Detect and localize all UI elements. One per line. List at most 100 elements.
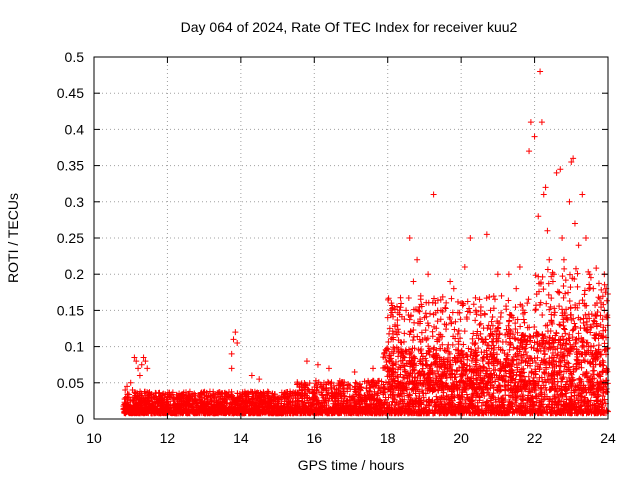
data-point: [417, 357, 424, 364]
data-point: [537, 68, 544, 75]
data-point: [464, 362, 471, 369]
data-point: [516, 378, 523, 385]
data-point: [322, 397, 329, 404]
data-point: [544, 403, 551, 410]
data-point: [483, 231, 490, 238]
data-point: [122, 394, 129, 401]
data-point: [593, 265, 600, 272]
data-point: [517, 410, 524, 417]
data-point: [487, 307, 494, 314]
data-point: [551, 395, 558, 402]
data-point: [485, 342, 492, 349]
data-point: [566, 297, 573, 304]
data-point: [557, 322, 564, 329]
data-point: [544, 322, 551, 329]
data-point: [397, 304, 404, 311]
data-point: [574, 270, 581, 277]
data-point: [515, 405, 522, 412]
data-point: [363, 385, 370, 392]
data-point: [459, 364, 466, 371]
data-point: [375, 389, 382, 396]
data-point: [553, 169, 560, 176]
data-point: [551, 309, 558, 316]
data-point: [581, 291, 588, 298]
data-point: [594, 393, 601, 400]
data-point: [381, 350, 388, 357]
data-point: [338, 400, 345, 407]
data-point: [603, 297, 610, 304]
data-point: [383, 358, 390, 365]
data-point: [383, 347, 390, 354]
data-point: [494, 271, 501, 278]
data-point: [587, 329, 594, 336]
data-point: [601, 340, 608, 347]
data-point: [577, 392, 584, 399]
data-point: [414, 256, 421, 263]
data-point: [578, 393, 585, 400]
data-point: [425, 402, 432, 409]
data-point: [454, 298, 461, 305]
data-point: [484, 325, 491, 332]
data-point: [492, 405, 499, 412]
data-point: [199, 391, 206, 398]
data-point: [566, 337, 573, 344]
data-point: [500, 404, 507, 411]
data-point: [515, 408, 522, 415]
data-point: [572, 366, 579, 373]
data-point: [546, 406, 553, 413]
data-point: [456, 399, 463, 406]
data-point: [540, 191, 547, 198]
data-point: [305, 400, 312, 407]
data-point: [513, 356, 520, 363]
data-point: [345, 381, 352, 388]
data-point: [560, 294, 567, 301]
data-point: [311, 384, 318, 391]
data-point: [467, 235, 474, 241]
data-point: [520, 351, 527, 358]
data-point: [568, 158, 575, 165]
data-point: [512, 406, 519, 413]
data-point: [563, 345, 570, 352]
data-point: [561, 265, 568, 272]
data-point: [570, 155, 577, 162]
data-point: [495, 394, 502, 401]
data-point: [505, 362, 512, 369]
data-point: [492, 399, 499, 406]
data-point: [518, 404, 525, 411]
data-point: [228, 365, 235, 372]
data-point: [430, 191, 437, 198]
data-point: [604, 389, 611, 396]
data-point: [526, 148, 533, 155]
data-point: [427, 310, 433, 317]
data-point: [587, 285, 594, 292]
data-point: [334, 391, 341, 398]
data-point: [560, 256, 567, 263]
data-point: [409, 337, 416, 344]
data-point: [201, 395, 208, 402]
data-point: [560, 325, 567, 332]
data-point: [232, 329, 239, 336]
data-point: [567, 397, 574, 404]
data-point: [490, 293, 497, 300]
data-point: [474, 399, 481, 406]
data-point: [549, 278, 556, 285]
data-point: [397, 390, 404, 397]
data-point: [581, 287, 588, 294]
data-point: [512, 394, 519, 401]
data-point: [171, 401, 178, 408]
data-point: [581, 398, 588, 405]
data-point: [261, 393, 268, 400]
data-point: [256, 395, 263, 402]
data-point: [450, 408, 457, 415]
data-point: [352, 379, 359, 386]
data-point: [507, 340, 514, 347]
data-point: [587, 397, 594, 404]
data-point: [488, 395, 495, 402]
data-point: [562, 402, 569, 409]
data-point: [456, 392, 463, 399]
data-point: [433, 393, 440, 400]
data-point: [578, 402, 585, 409]
data-point: [366, 388, 373, 395]
data-point: [332, 401, 339, 408]
data-point: [215, 389, 222, 396]
